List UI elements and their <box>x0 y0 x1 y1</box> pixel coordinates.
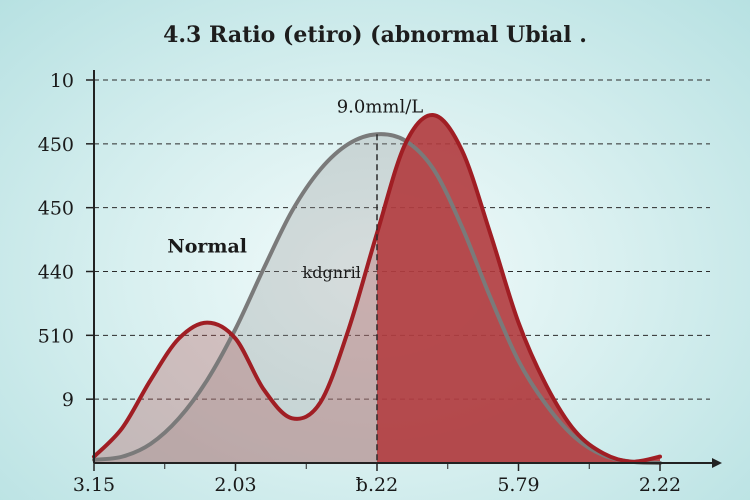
labels: 9.0mml/L Normal kdgnril <box>167 97 423 282</box>
y-tick-label: 510 <box>38 325 74 347</box>
x-tick-label: 2.22 <box>639 474 681 496</box>
axes: 10 450 450 440 510 9 3.15 2.03 ƀ.22 5.79 2.22 <box>38 70 722 496</box>
area-normal-highlight <box>377 115 660 463</box>
y-tick-label: 450 <box>38 134 74 156</box>
series-label-abnormal: kdgnril <box>303 263 361 282</box>
y-tick-label: 440 <box>38 262 74 284</box>
line-normal <box>92 113 662 464</box>
plot-lines <box>92 113 662 465</box>
marker-value-label: 9.0mml/L <box>337 97 424 118</box>
x-tick-label: 2.03 <box>214 474 256 496</box>
x-axis-arrow <box>712 458 722 468</box>
y-tick-label: 450 <box>38 198 74 220</box>
line-abnormal <box>92 132 662 465</box>
y-tick-label: 10 <box>50 70 74 92</box>
x-tick-label: 5.79 <box>497 474 539 496</box>
x-tick-label: 3.15 <box>73 474 115 496</box>
y-tick-label: 9 <box>62 389 74 411</box>
x-tick-label: ƀ.22 <box>356 474 398 496</box>
series-label-normal: Normal <box>167 235 247 257</box>
chart-title: 4.3 Ratio (etiro) (abnormal Ubial . <box>163 22 587 48</box>
